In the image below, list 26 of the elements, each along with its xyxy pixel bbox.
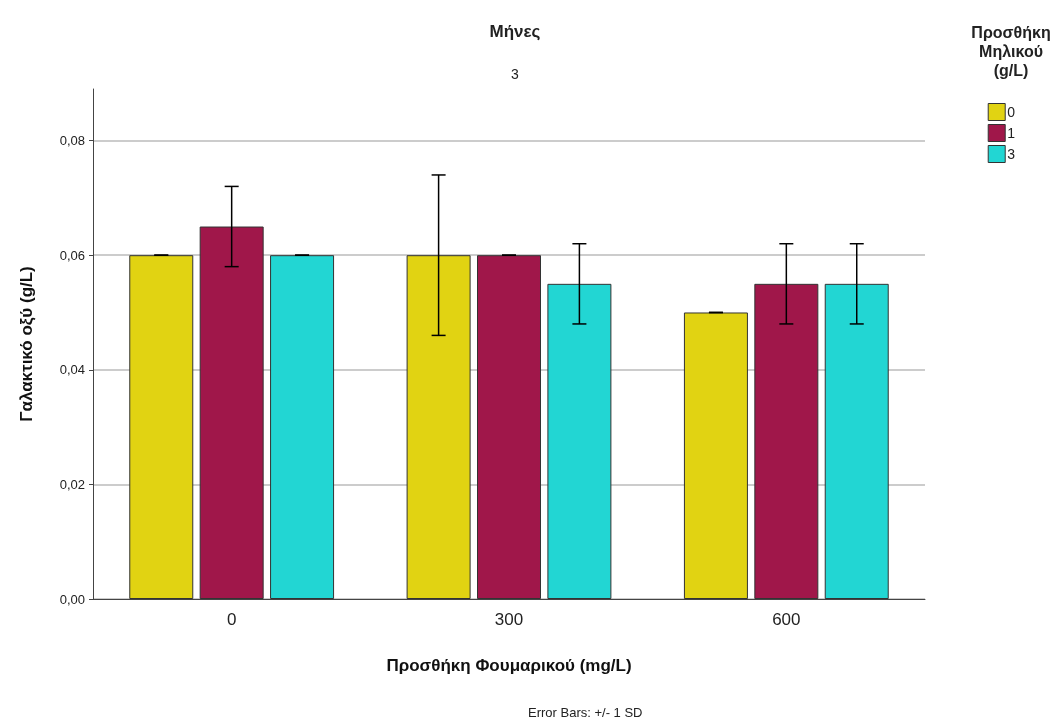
bar [270, 255, 335, 599]
x-axis-title: Προσθήκη Φουμαρικού (mg/L) [386, 656, 632, 675]
bar [129, 255, 194, 599]
legend-label: 0 [1007, 104, 1016, 120]
bar [199, 226, 264, 599]
legend-label: 1 [1007, 125, 1016, 141]
bar [754, 283, 819, 599]
y-tick-label: 0,06 [59, 247, 85, 263]
bar [477, 255, 541, 599]
chart-title: Μήνες [489, 22, 541, 41]
text: Error Bars: +/- 1 SD [528, 705, 643, 720]
y-axis-title: Γαλακτικό οξύ (g/L) [17, 266, 36, 422]
y-tick-label: 0,04 [59, 362, 85, 378]
x-tick-label: 0 [226, 610, 237, 629]
legend-title: Προσθήκη Μηλικού (g/L) [971, 24, 1051, 79]
bar [547, 283, 612, 599]
y-tick-label: 0,00 [59, 591, 85, 607]
x-tick-label: 600 [772, 610, 801, 629]
x-tick-label: 300 [494, 610, 524, 629]
chart-subtitle: 3 [511, 66, 520, 82]
bar [824, 283, 889, 599]
bar [683, 312, 748, 599]
legend-label: 3 [1007, 146, 1016, 162]
y-tick-label: 0,02 [59, 476, 85, 492]
y-tick-label: 0,08 [59, 133, 85, 149]
bar [406, 255, 471, 599]
